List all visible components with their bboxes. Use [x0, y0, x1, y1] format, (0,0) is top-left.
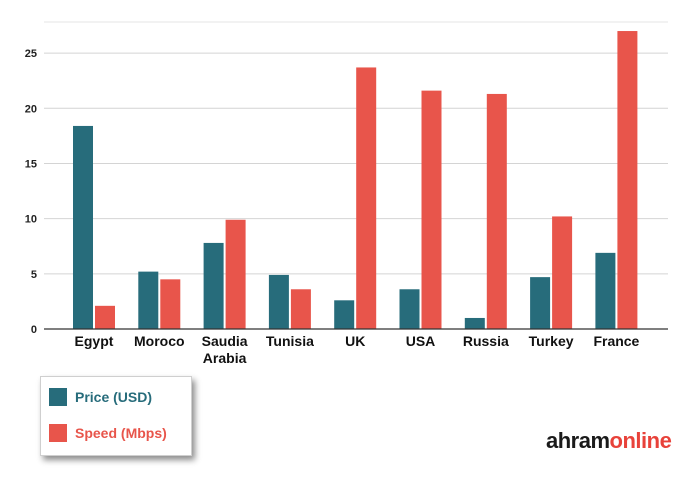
bar-price: [138, 271, 159, 329]
y-tick-label: 10: [25, 214, 37, 226]
y-tick-label: 20: [25, 103, 37, 115]
legend-item-speed: Speed (Mbps): [49, 423, 167, 443]
bar-speed: [290, 289, 311, 329]
legend-label-price: Price (USD): [75, 389, 153, 405]
gridlines: [44, 21, 668, 275]
bars: [73, 31, 638, 330]
logo-part-online: online: [609, 428, 672, 453]
bar-speed: [486, 93, 507, 329]
bar-speed: [552, 216, 573, 329]
bar-speed: [225, 219, 246, 329]
y-tick-label: 15: [25, 158, 37, 170]
x-category-label: Russia: [463, 333, 509, 349]
legend-label-speed: Speed (Mbps): [75, 425, 167, 441]
x-axis-labels: Egypt Moroco Saudia Arabia Tunisia UK USA Russi…: [75, 333, 640, 366]
x-category-label: Moroco: [134, 333, 185, 349]
x-category-label: Turkey: [529, 333, 574, 349]
bar-chart: 0 5 10 15 20 25 Egypt Moroco Saudia Arabia Tunisi…: [25, 21, 668, 366]
bar-price: [399, 289, 420, 329]
logo-part-ahram: ahram: [546, 428, 610, 453]
y-tick-label: 0: [31, 324, 37, 336]
x-category-label: Saudia Arabia: [202, 333, 248, 366]
ahramonline-logo: ahramonline: [546, 428, 672, 454]
legend-swatch-price: [49, 388, 67, 406]
bar-speed: [617, 31, 638, 330]
x-category-label: Egypt: [75, 333, 114, 349]
bar-speed: [421, 90, 442, 329]
bar-price: [203, 242, 224, 329]
legend-swatch-speed: [49, 424, 67, 442]
bar-price: [464, 317, 485, 329]
bar-speed: [160, 279, 181, 329]
legend-item-price: Price (USD): [49, 387, 152, 407]
y-tick-label: 25: [25, 48, 37, 60]
legend: Price (USD) Speed (Mbps): [40, 376, 192, 456]
bar-speed: [356, 67, 377, 329]
bar-price: [595, 252, 616, 329]
y-axis-ticks: 0 5 10 15 20 25: [25, 48, 37, 336]
bar-price: [334, 300, 355, 329]
x-category-label: UK: [345, 333, 365, 349]
bar-price: [530, 277, 551, 329]
y-tick-label: 5: [31, 269, 37, 281]
bar-speed: [95, 305, 115, 329]
bar-price: [73, 125, 93, 329]
x-category-label: Tunisia: [266, 333, 314, 349]
x-category-label: France: [593, 333, 639, 349]
x-category-label: USA: [406, 333, 436, 349]
bar-price: [268, 274, 289, 329]
